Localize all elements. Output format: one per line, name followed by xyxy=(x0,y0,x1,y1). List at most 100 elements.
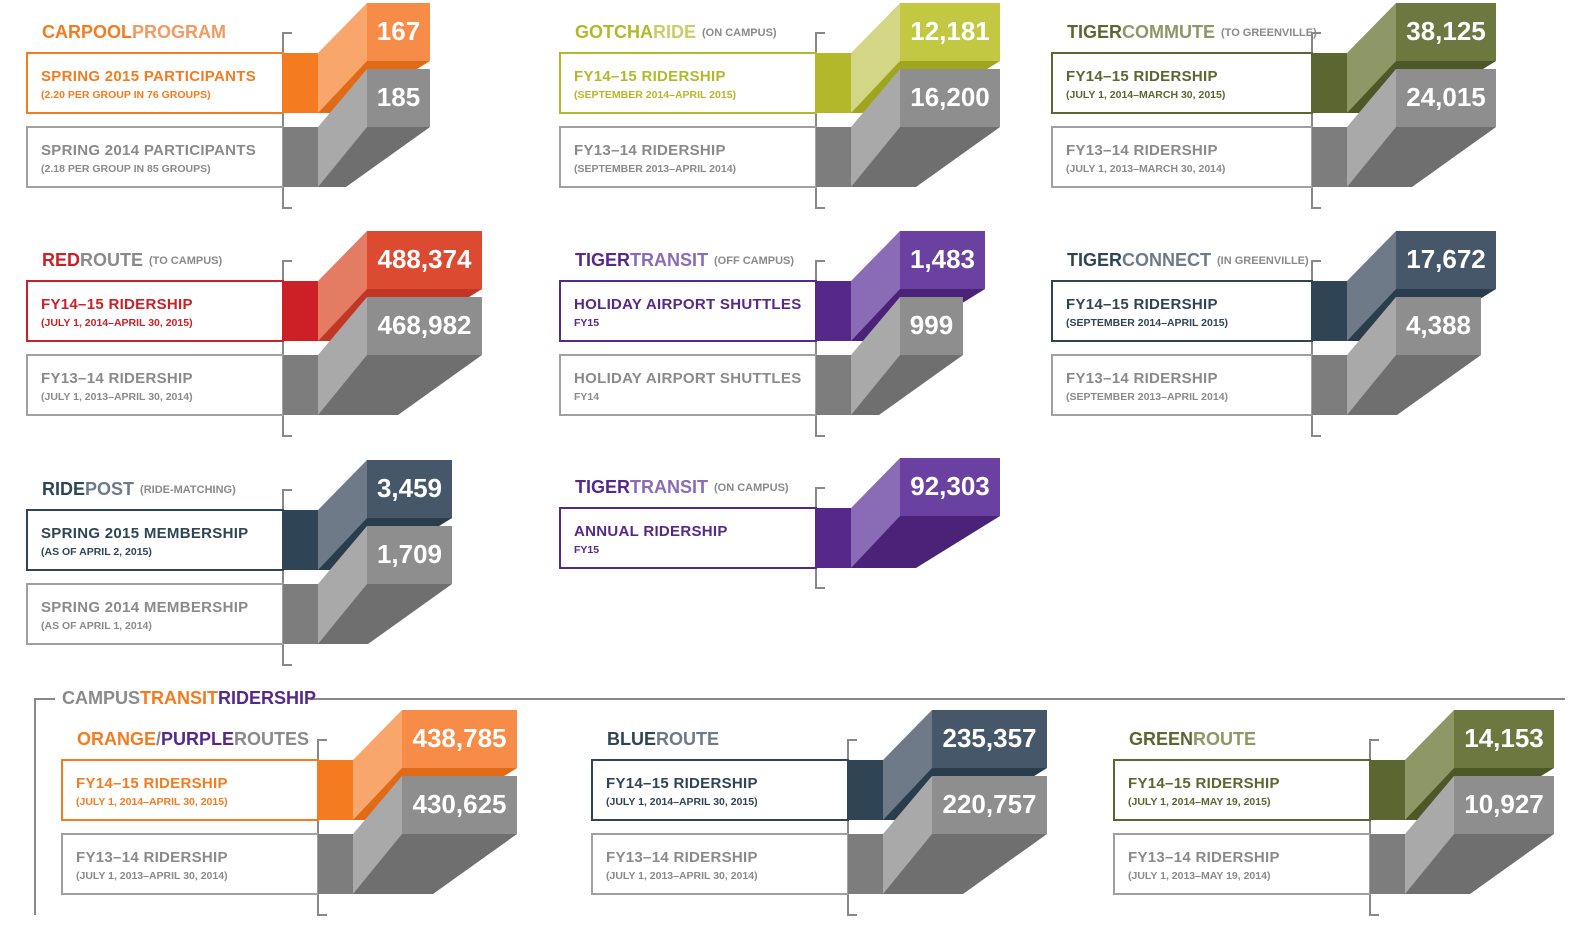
bracket xyxy=(282,489,292,666)
label-box xyxy=(1051,280,1313,342)
box-bottom xyxy=(318,834,517,894)
title-part: TIGER xyxy=(1067,22,1122,42)
box-back xyxy=(900,3,1000,61)
bracket xyxy=(282,32,292,209)
campus-title: CAMPUSTRANSITRIDERSHIP xyxy=(62,688,316,708)
title-part: / xyxy=(156,729,161,749)
box-front xyxy=(283,584,318,644)
label-box xyxy=(559,52,817,114)
row-value: 235,357 xyxy=(943,723,1037,753)
box-front xyxy=(318,760,353,820)
box-back xyxy=(900,458,1000,516)
label-box xyxy=(559,507,817,569)
box-bottom xyxy=(283,355,482,415)
box-back xyxy=(367,3,430,61)
title-note: (ON CAMPUS) xyxy=(702,27,777,39)
panel-title: TIGERTRANSIT (OFF CAMPUS) xyxy=(575,250,794,270)
row-sublabel: (JULY 1, 2014–MAY 19, 2015) xyxy=(1128,796,1270,808)
row-value: 92,303 xyxy=(910,471,990,501)
box-back xyxy=(367,231,482,289)
box-back xyxy=(402,710,517,768)
box-back xyxy=(900,69,1000,127)
label-box xyxy=(559,280,817,342)
box-back xyxy=(900,231,985,289)
row-sublabel: (JULY 1, 2013–APRIL 30, 2014) xyxy=(41,391,193,403)
row-sublabel: (AS OF APRIL 1, 2014) xyxy=(41,620,152,632)
box-back xyxy=(402,776,517,834)
box-side xyxy=(318,3,367,113)
title-note: (RIDE-MATCHING) xyxy=(140,484,236,496)
row-label: FY14–15 RIDERSHIP xyxy=(606,775,758,792)
title-note: (ON CAMPUS) xyxy=(714,482,789,494)
box-side xyxy=(318,297,367,415)
box-side xyxy=(1347,3,1396,113)
label-box xyxy=(26,52,284,114)
box-side xyxy=(1405,776,1454,894)
row-label: SPRING 2014 PARTICIPANTS xyxy=(41,142,256,159)
row-label: HOLIDAY AIRPORT SHUTTLES xyxy=(574,296,802,313)
panel-title: GREENROUTE xyxy=(1129,729,1256,749)
bracket xyxy=(815,32,825,209)
label-box xyxy=(591,833,849,895)
label-box xyxy=(591,759,849,821)
bracket xyxy=(1311,32,1321,209)
row-sublabel: (JULY 1, 2014–APRIL 30, 2015) xyxy=(606,796,758,808)
row-sublabel: (SEPTEMBER 2014–APRIL 2015) xyxy=(1066,317,1228,329)
title-part: ROUTE xyxy=(656,729,719,749)
label-box xyxy=(559,126,817,188)
row-sublabel: (JULY 1, 2013–APRIL 30, 2014) xyxy=(76,870,228,882)
box-front xyxy=(1312,53,1347,113)
row-label: SPRING 2015 MEMBERSHIP xyxy=(41,525,249,542)
box-front xyxy=(1312,127,1347,187)
row-sublabel: (AS OF APRIL 2, 2015) xyxy=(41,546,152,558)
title-part: COMMUTE xyxy=(1122,22,1215,42)
row-label: FY14–15 RIDERSHIP xyxy=(76,775,228,792)
title-part: TIGER xyxy=(575,250,630,270)
title-part: ROUTE xyxy=(80,250,143,270)
label-box xyxy=(61,833,319,895)
title-part: TRANSIT xyxy=(630,477,708,497)
title-part: RED xyxy=(42,250,80,270)
row-label: FY14–15 RIDERSHIP xyxy=(41,296,193,313)
row-label: FY14–15 RIDERSHIP xyxy=(1066,296,1218,313)
label-box xyxy=(26,354,284,416)
box-front xyxy=(816,53,851,113)
row-value: 185 xyxy=(377,82,420,112)
row-label: FY13–14 RIDERSHIP xyxy=(1128,849,1280,866)
campus-frame xyxy=(34,698,1565,915)
title-part: RIDE xyxy=(653,22,696,42)
box-bottom xyxy=(848,834,1047,894)
box-front xyxy=(1312,281,1347,341)
row-label: FY13–14 RIDERSHIP xyxy=(1066,370,1218,387)
title-part: TIGER xyxy=(1067,250,1122,270)
row-sublabel: (JULY 1, 2014–MARCH 30, 2015) xyxy=(1066,89,1225,101)
box-side xyxy=(851,69,900,187)
panel-title: BLUEROUTE xyxy=(607,729,719,749)
label-box xyxy=(26,509,284,571)
row-label: FY13–14 RIDERSHIP xyxy=(76,849,228,866)
title-part: TRANSIT xyxy=(630,250,708,270)
box-back xyxy=(1454,776,1554,834)
title-part: BLUE xyxy=(607,729,656,749)
row-sublabel: FY15 xyxy=(574,317,599,329)
row-sublabel: (2.20 PER GROUP IN 76 GROUPS) xyxy=(41,89,211,101)
title-part: PROGRAM xyxy=(132,22,226,42)
box-side xyxy=(851,231,900,341)
row-value: 468,982 xyxy=(378,310,472,340)
title-part: CARPOOL xyxy=(42,22,132,42)
row-label: FY13–14 RIDERSHIP xyxy=(41,370,193,387)
row-value: 12,181 xyxy=(910,16,990,46)
box-front xyxy=(816,127,851,187)
box-front xyxy=(848,760,883,820)
box-side xyxy=(1347,231,1396,341)
bracket xyxy=(1369,739,1379,916)
row-value: 24,015 xyxy=(1406,82,1486,112)
row-value: 10,927 xyxy=(1464,789,1544,819)
panel-title: GOTCHARIDE (ON CAMPUS) xyxy=(575,22,777,42)
box-back xyxy=(1454,710,1554,768)
label-box xyxy=(26,126,284,188)
box-back xyxy=(900,297,963,355)
row-sublabel: (JULY 1, 2013–MARCH 30, 2014) xyxy=(1066,163,1225,175)
row-value: 1,483 xyxy=(910,244,975,274)
